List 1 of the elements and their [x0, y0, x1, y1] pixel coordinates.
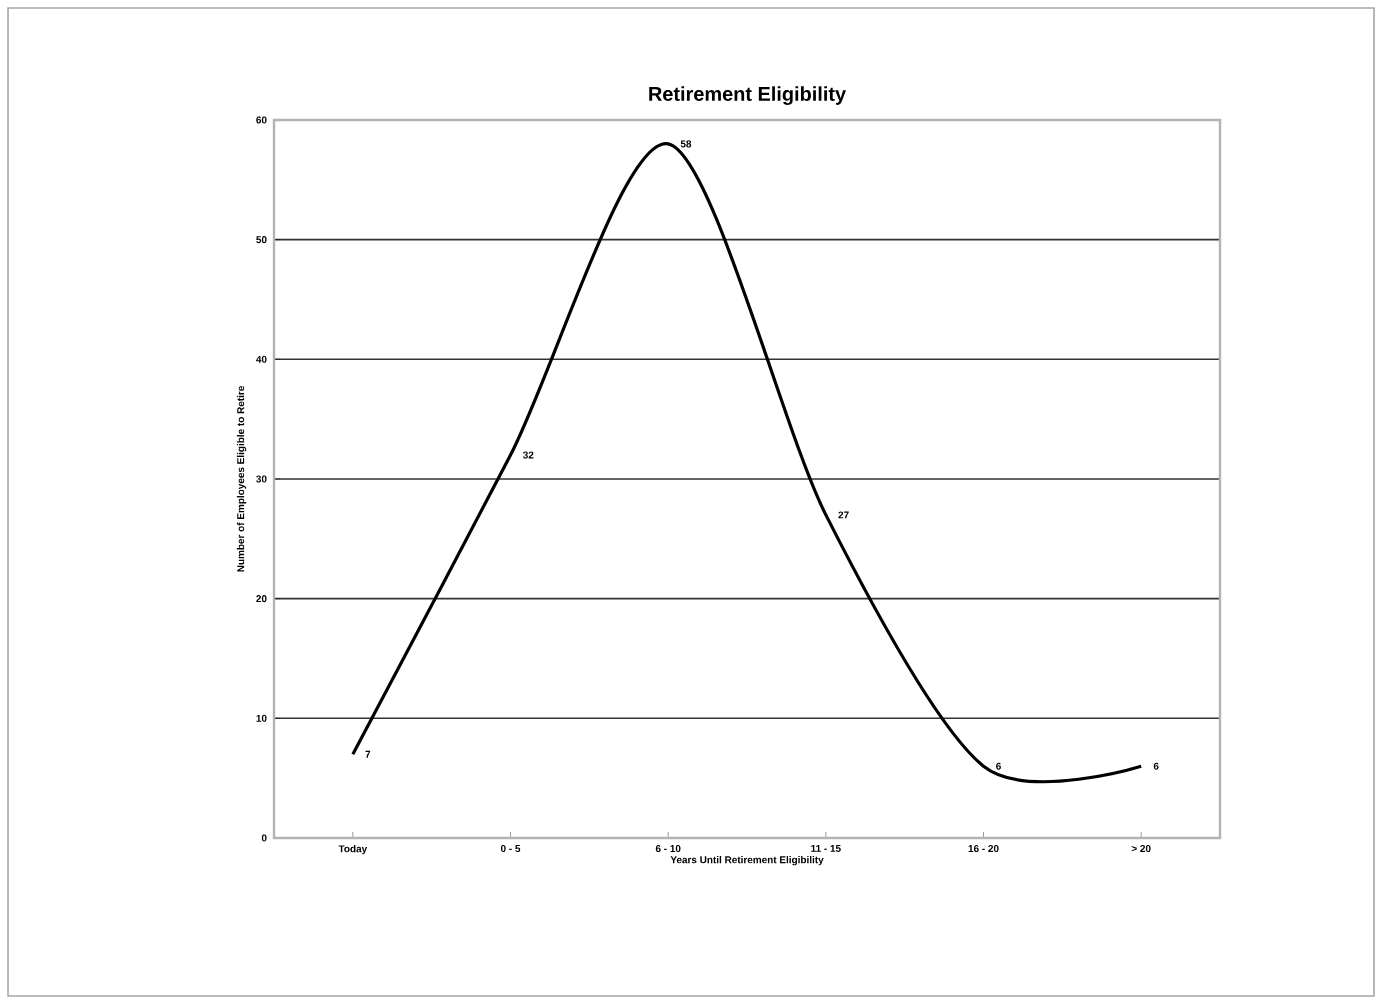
chart-title: Retirement Eligibility: [649, 86, 846, 105]
